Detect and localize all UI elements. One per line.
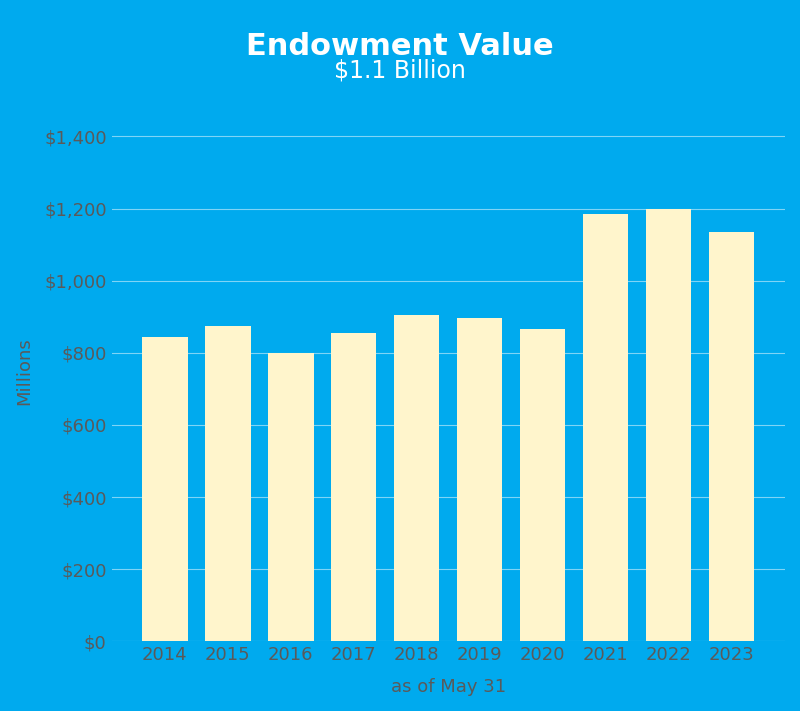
Bar [520, 329, 566, 641]
Text: Endowment Value: Endowment Value [246, 32, 554, 61]
Bar [205, 326, 250, 641]
Y-axis label: Millions: Millions [15, 337, 33, 405]
X-axis label: as of May 31: as of May 31 [390, 678, 506, 696]
Bar [331, 333, 377, 641]
Bar [142, 336, 187, 641]
Bar [394, 315, 439, 641]
Bar [457, 319, 502, 641]
Bar [583, 214, 629, 641]
Bar [646, 208, 691, 641]
Bar [709, 232, 754, 641]
Text: $1.1 Billion: $1.1 Billion [334, 58, 466, 82]
Bar [268, 353, 314, 641]
